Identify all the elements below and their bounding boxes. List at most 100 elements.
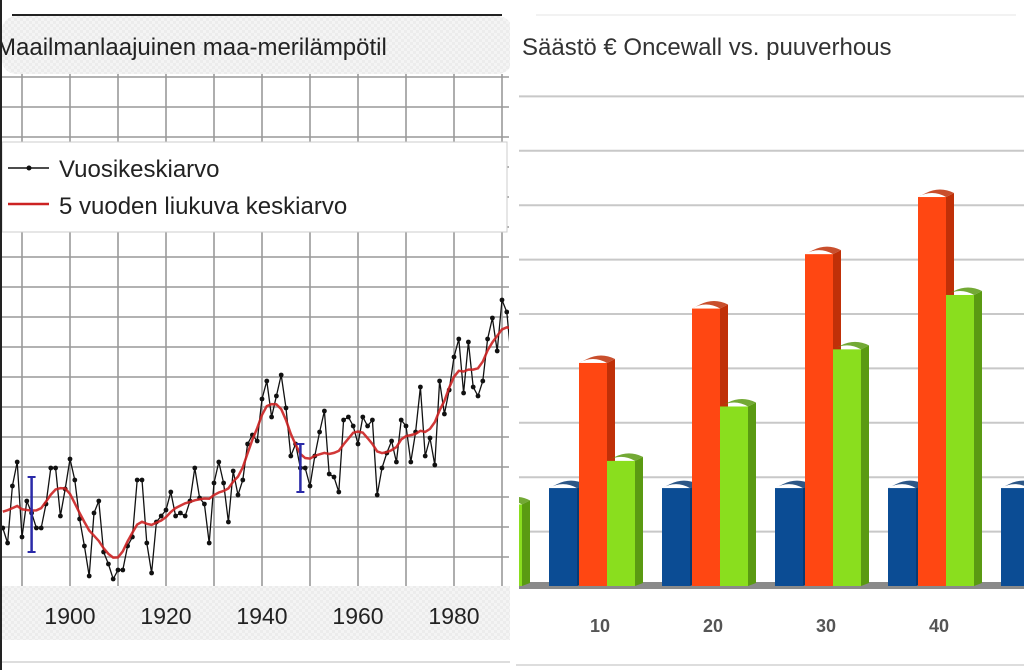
title-band [2, 16, 510, 74]
annual-mean-point [480, 378, 486, 384]
annual-mean-point [24, 498, 30, 504]
annual-mean-point [360, 414, 366, 420]
bar-blue [662, 488, 690, 586]
annual-mean-point [221, 480, 227, 486]
x-tick-label: 1980 [428, 603, 479, 629]
chart-title: Säästö € Oncewall vs. puuverhous [522, 34, 892, 61]
annual-mean-point [418, 384, 423, 390]
temperature-chart: Maailmanlaajuinen maa-merilämpötil 1900 1… [2, 14, 510, 663]
annual-mean-point [322, 408, 327, 414]
annual-mean-point [302, 465, 308, 471]
legend: Vuosikeskiarvo 5 vuoden liukuva keskiarv… [2, 141, 508, 233]
bar-red [579, 362, 607, 586]
annual-mean-point [470, 384, 476, 390]
annual-mean-point [82, 543, 87, 549]
annual-mean-point [494, 348, 500, 354]
annual-mean-point [432, 462, 438, 468]
annual-mean-point [10, 483, 15, 489]
annual-mean-point [475, 393, 481, 399]
annual-mean-point [490, 315, 495, 321]
bar-red [918, 197, 946, 587]
annual-mean-point [235, 492, 241, 498]
bar-green [720, 406, 748, 586]
annual-mean-point [317, 429, 322, 435]
annual-mean-point [206, 540, 212, 546]
bar-top-green [519, 497, 530, 505]
annual-mean-point [259, 396, 265, 402]
annual-mean-point [139, 477, 145, 483]
bar-blue [775, 488, 803, 586]
annual-mean-point [202, 501, 207, 507]
bar-top-blue [888, 480, 924, 489]
annual-mean-point [437, 378, 442, 384]
annual-mean-point [370, 417, 375, 423]
moving-average-line [2, 326, 509, 559]
bar-green [519, 504, 522, 586]
temperature-chart-panel: Maailmanlaajuinen maa-merilämpötil 1900 1… [0, 0, 510, 670]
annual-mean-point [34, 525, 39, 531]
x-tick-label: 1920 [140, 603, 191, 629]
legend-annual-label: Vuosikeskiarvo [59, 156, 220, 183]
bar-blue [549, 488, 577, 586]
bar-top-blue [1001, 480, 1024, 489]
bar-top-red [918, 189, 954, 198]
annual-mean-point [264, 378, 270, 384]
annual-mean-point [398, 417, 404, 423]
annual-mean-point [254, 438, 260, 444]
bar-top-blue [549, 480, 585, 489]
annual-mean-point [379, 465, 385, 471]
chart-title: Maailmanlaajuinen maa-merilämpötil [2, 34, 387, 61]
annual-mean-point [240, 477, 246, 483]
annual-mean-point [365, 423, 370, 429]
annual-mean-point [168, 489, 174, 495]
annual-mean-point [403, 423, 409, 429]
annual-mean-point [2, 525, 6, 531]
annual-mean-point [374, 492, 380, 498]
annual-mean-point [504, 309, 509, 315]
x-tick-label: 20 [703, 616, 723, 636]
annual-mean-point [355, 441, 361, 447]
annual-mean-point [274, 393, 279, 399]
annual-mean-point [509, 361, 510, 366]
bar-blue [888, 488, 916, 586]
bar-side-green [974, 290, 982, 586]
annual-mean-point [115, 567, 121, 573]
annual-mean-point [499, 297, 505, 303]
annual-mean-point [485, 336, 490, 342]
annual-mean-point [461, 390, 466, 396]
annual-mean-point [182, 513, 188, 519]
legend-box [2, 141, 508, 233]
annual-mean-point [451, 354, 457, 360]
bar-top-green [720, 398, 756, 407]
bar-side-green [748, 402, 756, 586]
bar-top-blue [775, 480, 811, 489]
annual-mean-point [86, 573, 92, 579]
annual-mean-point [19, 534, 25, 540]
x-tick-label: 1940 [236, 603, 287, 629]
annual-mean-point [144, 540, 150, 546]
annual-mean-point [278, 372, 284, 378]
annual-mean-point [331, 474, 337, 480]
annual-mean-point [72, 477, 78, 483]
bar-top-green [607, 453, 643, 461]
annual-mean-point [466, 339, 471, 345]
x-tick-label: 30 [816, 616, 836, 636]
annual-mean-point [14, 459, 20, 465]
bar-red [805, 254, 833, 586]
annual-mean-point [163, 507, 169, 513]
annual-mean-point [158, 513, 164, 519]
annual-mean-point [110, 576, 116, 582]
annual-mean-point [192, 465, 198, 471]
annual-mean-point [326, 471, 332, 477]
bar-green [946, 294, 974, 586]
annual-mean-point [427, 435, 433, 441]
annual-mean-point [307, 483, 313, 489]
annual-mean-point [211, 480, 217, 486]
annual-mean-point [336, 489, 342, 495]
annual-mean-point [442, 411, 447, 417]
floor [519, 582, 1024, 589]
annual-mean-point [408, 459, 414, 465]
legend-moving-label: 5 vuoden liukuva keskiarvo [59, 193, 347, 220]
annual-mean-point [350, 423, 356, 429]
x-tick-label: 10 [590, 616, 610, 636]
